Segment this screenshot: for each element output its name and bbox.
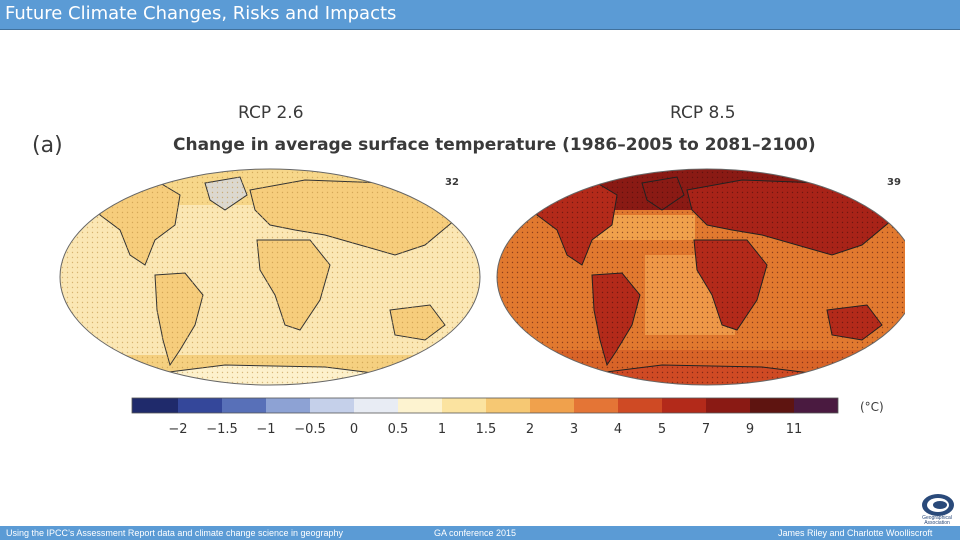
colorbar-tick-label: 11 xyxy=(786,422,803,437)
colorbar-swatch xyxy=(266,398,310,413)
colorbar-swatch xyxy=(574,398,618,413)
colorbar-swatch xyxy=(530,398,574,413)
colorbar-swatch xyxy=(486,398,530,413)
slide-title: Future Climate Changes, Risks and Impact… xyxy=(5,3,397,24)
colorbar-tick-label: 2 xyxy=(526,422,534,437)
colorbar-tick-label: 1 xyxy=(438,422,446,437)
panel-label: (a) xyxy=(32,133,63,158)
colorbar: −2 −1.5 −1 −0.5 0 0.5 1 1.5 2 3 4 5 7 9 11 xyxy=(131,397,839,437)
model-count-right: 39 xyxy=(887,177,901,188)
colorbar-tick-label: 7 xyxy=(702,422,710,437)
colorbar-tick-label: 4 xyxy=(614,422,622,437)
colorbar-tick-label: 0 xyxy=(350,422,358,437)
colorbar-swatch xyxy=(398,398,442,413)
footer-bar xyxy=(0,526,960,540)
colorbar-tick-label: 3 xyxy=(570,422,578,437)
colorbar-unit: (°C) xyxy=(860,400,884,414)
scenario-label-left: RCP 2.6 xyxy=(238,103,304,123)
title-bar: Future Climate Changes, Risks and Impact… xyxy=(0,0,960,30)
colorbar-tick-label: −1 xyxy=(256,422,275,437)
colorbar-tick-label: 1.5 xyxy=(476,422,497,437)
scenario-label-right: RCP 8.5 xyxy=(670,103,736,123)
footer-left: Using the IPCC’s Assessment Report data … xyxy=(6,528,344,538)
colorbar-tick-label: −1.5 xyxy=(206,422,238,437)
footer-center: GA conference 2015 xyxy=(434,528,517,538)
colorbar-outline xyxy=(131,397,839,414)
colorbar-tick-label: 5 xyxy=(658,422,666,437)
colorbar-swatch xyxy=(662,398,706,413)
temperature-change-figure: (a) RCP 2.6 RCP 8.5 Change in average su… xyxy=(25,95,905,440)
colorbar-tick-label: 9 xyxy=(746,422,754,437)
geographical-association-logo-icon xyxy=(922,494,954,516)
figure-heading: Change in average surface temperature (1… xyxy=(173,135,816,155)
map-rcp85 xyxy=(497,169,905,385)
colorbar-tick-label: −2 xyxy=(168,422,187,437)
colorbar-swatch xyxy=(706,398,750,413)
map-rcp26 xyxy=(60,169,480,385)
colorbar-tick-label: −0.5 xyxy=(294,422,326,437)
world-maps xyxy=(59,168,905,386)
colorbar-swatch xyxy=(222,398,266,413)
colorbar-swatch xyxy=(750,398,794,413)
colorbar-swatch xyxy=(132,398,178,413)
footer-right: James Riley and Charlotte Woolliscroft xyxy=(778,528,933,538)
colorbar-tick-label: 0.5 xyxy=(388,422,409,437)
colorbar-swatch xyxy=(178,398,222,413)
colorbar-swatch xyxy=(618,398,662,413)
colorbar-swatch xyxy=(354,398,398,413)
colorbar-swatch xyxy=(442,398,486,413)
logo-text: Geographical Association xyxy=(922,515,952,526)
model-count-left: 32 xyxy=(445,177,459,188)
colorbar-swatch xyxy=(310,398,354,413)
colorbar-swatch xyxy=(794,398,838,413)
